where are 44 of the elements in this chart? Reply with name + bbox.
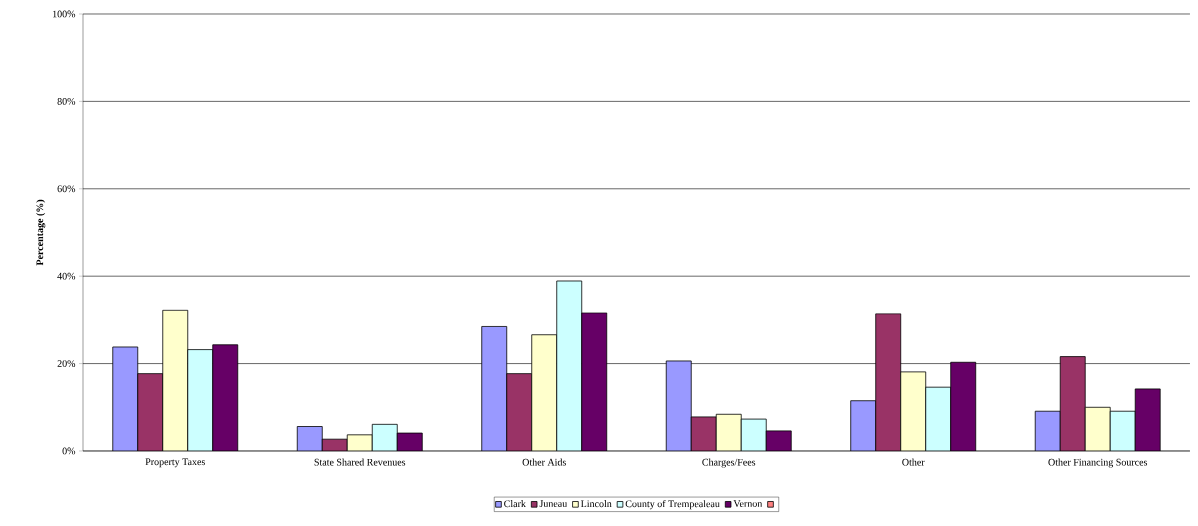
y-tick-label: 80% — [57, 98, 76, 105]
bar — [112, 346, 139, 451]
x-tick-label: Other Financing Sources — [1048, 458, 1148, 468]
y-axis-title: Percentage (%) — [36, 199, 46, 266]
bar — [875, 313, 902, 451]
legend-label: Clark — [504, 500, 526, 508]
bar — [137, 373, 164, 451]
bar — [581, 312, 607, 451]
bar — [371, 423, 398, 451]
bar — [1134, 388, 1161, 451]
y-tick-label: 40% — [57, 272, 76, 280]
x-tick-label: Other Aids — [522, 458, 566, 466]
x-tick-label: Other — [902, 458, 925, 466]
bar — [481, 326, 507, 451]
y-tick-label: 0% — [62, 447, 76, 455]
bar — [1084, 406, 1111, 451]
x-tick-label: State Shared Revenues — [314, 458, 406, 466]
bar — [715, 413, 742, 451]
bar — [212, 344, 239, 451]
bar — [1059, 356, 1086, 451]
legend-label: County of Trempealeau — [625, 500, 720, 510]
bar — [925, 386, 952, 451]
y-tick-label: 100% — [53, 10, 76, 18]
bar — [1109, 410, 1136, 451]
bar — [740, 418, 767, 451]
legend-label: Lincoln — [580, 500, 612, 508]
x-tick-label: Charges/Fees — [702, 458, 756, 468]
bar — [665, 360, 692, 451]
bar — [162, 309, 189, 451]
y-tick-label: 20% — [57, 360, 76, 367]
bar — [1034, 410, 1061, 451]
bar — [296, 426, 323, 451]
bar — [900, 371, 927, 451]
bar — [531, 334, 557, 451]
x-tick-label: Property Taxes — [145, 458, 205, 468]
bar — [556, 280, 582, 451]
legend-label: Vernon — [733, 500, 763, 508]
bar — [506, 373, 532, 451]
legend-label: Juneau — [539, 500, 568, 507]
y-tick-label: 60% — [57, 185, 76, 193]
bar — [690, 416, 717, 451]
bar — [850, 400, 877, 451]
bar — [950, 361, 977, 451]
bar — [187, 349, 214, 451]
